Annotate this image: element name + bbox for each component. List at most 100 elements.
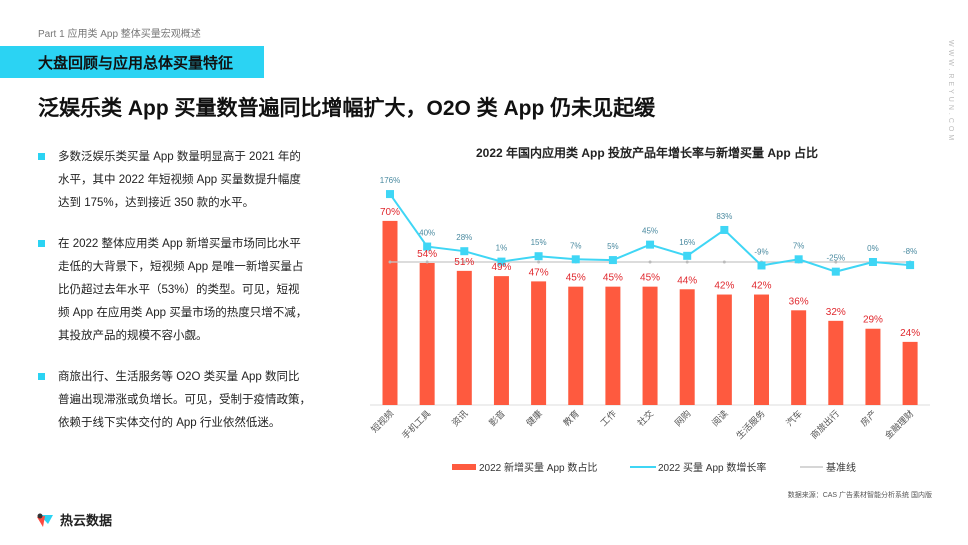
- section-banner: 大盘回顾与应用总体买量特征: [0, 46, 264, 78]
- bar-label: 45%: [640, 273, 660, 284]
- x-tick-label: 教育: [561, 408, 582, 429]
- x-tick-label: 房产: [858, 408, 879, 429]
- growth-point: [794, 255, 803, 264]
- bar: [568, 286, 584, 405]
- x-tick-label: 资讯: [450, 408, 470, 428]
- growth-label: -25%: [826, 254, 845, 263]
- bullet-square-icon: [38, 153, 45, 160]
- bar: [716, 294, 732, 405]
- growth-point: [386, 190, 394, 199]
- growth-point: [460, 247, 469, 256]
- bar: [828, 320, 844, 405]
- x-tick-label: 影音: [486, 408, 507, 429]
- bar: [456, 270, 472, 405]
- x-tick-label: 短视频: [369, 408, 396, 435]
- bullet-item: 多数泛娱乐类买量 App 数量明显高于 2021 年的 水平，其中 2022 年短…: [38, 146, 328, 215]
- bullet-item: 商旅出行、生活服务等 O2O 类买量 App 数同比 普遍出现滞涨或负增长。可见，…: [38, 366, 328, 435]
- bar-label: 49%: [491, 262, 511, 273]
- growth-point: [534, 252, 543, 261]
- bullet-text-line: 比仍超过去年水平（53%）的类型。可见，短视: [58, 284, 300, 296]
- x-tick-label: 阅读: [709, 408, 730, 429]
- legend-baseline-label: 基准线: [826, 461, 856, 474]
- x-tick-label: 手机工具: [399, 408, 432, 441]
- bar: [791, 310, 807, 405]
- growth-label: 45%: [642, 227, 658, 236]
- x-tick-label: 工作: [598, 408, 619, 429]
- bullet-item: 在 2022 整体应用类 App 新增买量市场同比水平 走低的大背景下，短视频 A…: [38, 233, 328, 348]
- growth-point: [757, 261, 766, 270]
- legend-line-label: 2022 买量 App 数增长率: [658, 461, 766, 474]
- growth-point: [423, 242, 432, 251]
- bullet-list: 多数泛娱乐类买量 App 数量明显高于 2021 年的 水平，其中 2022 年短…: [38, 146, 328, 453]
- bar: [642, 286, 658, 405]
- bar: [865, 328, 881, 405]
- growth-label: 1%: [496, 244, 508, 253]
- bullet-text-line: 多数泛娱乐类买量 App 数量明显高于 2021 年的: [58, 151, 301, 163]
- bar: [493, 276, 509, 405]
- bar-label: 51%: [454, 257, 474, 268]
- baseline-point: [685, 260, 689, 264]
- reyun-logo-icon: [37, 513, 53, 527]
- bar: [679, 289, 695, 405]
- growth-point: [831, 267, 840, 276]
- growth-point: [720, 225, 729, 234]
- growth-label: 7%: [793, 241, 805, 250]
- growth-label: 83%: [716, 212, 732, 221]
- x-tick-label: 健康: [523, 408, 544, 429]
- bar: [754, 294, 769, 405]
- legend: 2022 新增买量 App 数占比 2022 买量 App 数增长率 基准线: [452, 461, 856, 474]
- x-tick-label: 金融理财: [882, 408, 915, 441]
- growth-point: [683, 251, 692, 260]
- bullet-text-line: 普遍出现滞涨或负增长。可见，受制于疫情政策，: [58, 394, 311, 406]
- bar-label: 42%: [751, 281, 771, 292]
- baseline-point: [648, 260, 652, 264]
- bullet-text-line: 水平，其中 2022 年短视频 App 买量数提升幅度: [58, 174, 301, 186]
- baseline-point: [425, 260, 429, 264]
- growth-label: 0%: [867, 244, 879, 253]
- growth-label: 176%: [380, 176, 400, 185]
- bar-label: 29%: [863, 315, 883, 326]
- bar-label: 24%: [900, 328, 920, 339]
- bar-label: 36%: [789, 296, 809, 307]
- bar: [902, 341, 918, 405]
- x-tick-label: 商旅出行: [808, 408, 841, 441]
- growth-label: 7%: [570, 241, 582, 250]
- bar: [382, 220, 398, 405]
- bar-label: 44%: [677, 275, 697, 286]
- bullet-text-line: 其投放产品的规模不容小觑。: [58, 330, 208, 342]
- section-title: 大盘回顾与应用总体买量特征: [38, 55, 234, 72]
- bar-label: 45%: [566, 273, 586, 284]
- baseline-point: [722, 260, 726, 264]
- baseline-point: [388, 260, 392, 264]
- bullet-text-line: 走低的大背景下，短视频 App 是唯一新增买量占: [58, 261, 304, 273]
- growth-label: 15%: [531, 238, 547, 247]
- growth-point: [906, 261, 915, 270]
- x-tick-label: 生活服务: [734, 408, 767, 441]
- growth-label: 28%: [456, 233, 472, 242]
- x-tick-label: 网购: [672, 408, 693, 429]
- bar-label: 32%: [826, 307, 846, 318]
- chart-title: 2022 年国内应用类 App 投放产品年增长率与新增买量 App 占比: [476, 145, 818, 160]
- growth-label: 40%: [419, 229, 435, 238]
- baseline-point: [537, 260, 541, 264]
- growth-point: [497, 257, 506, 266]
- bar: [419, 262, 435, 405]
- growth-label: 16%: [679, 238, 695, 247]
- bar-label: 47%: [529, 267, 549, 278]
- baseline-point: [834, 260, 838, 264]
- bullet-square-icon: [38, 240, 45, 247]
- growth-label: -9%: [754, 247, 768, 256]
- legend-bar-swatch: [452, 464, 476, 470]
- growth-point: [646, 240, 655, 249]
- growth-label: 5%: [607, 242, 619, 251]
- bullet-text-line: 商旅出行、生活服务等 O2O 类买量 App 数同比: [58, 371, 300, 383]
- x-tick-label: 汽车: [784, 408, 805, 429]
- breadcrumb: Part 1 应用类 App 整体买量宏观概述: [38, 29, 201, 40]
- growth-label: -8%: [903, 247, 917, 256]
- legend-bar-label: 2022 新增买量 App 数占比: [479, 461, 597, 474]
- bullet-text-line: 达到 175%，达到接近 350 款的水平。: [58, 197, 255, 209]
- bar-label: 45%: [603, 273, 623, 284]
- baseline-point: [462, 260, 466, 264]
- watermark: WWW.REYUN.COM: [947, 40, 954, 144]
